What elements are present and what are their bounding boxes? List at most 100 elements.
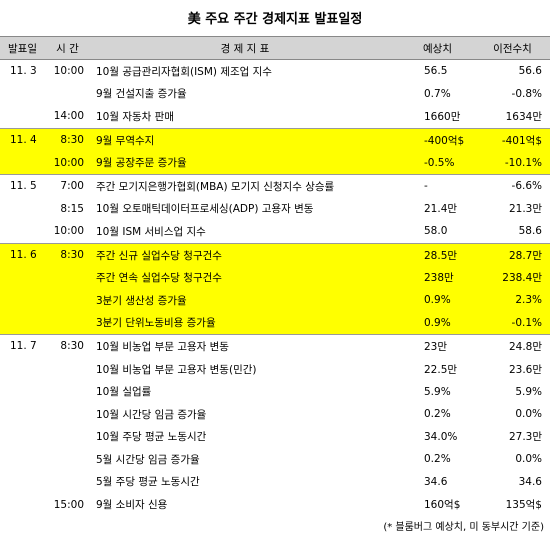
date-cell [0,312,45,335]
forecast-cell: 34.0% [424,430,458,443]
indicator-cell: 10월 자동차 판매 [96,110,174,123]
indicator-cell: 10월 비농업 부문 고용자 변동 [90,334,400,358]
indicator-cell: 10월 ISM 서비스업 지수 [96,225,206,238]
header-cell: 예상치 [400,36,475,60]
table-row: 8:15 10월 오토매틱데이터프로세싱(ADP) 고용자 변동 21.4만 21.3… [0,197,550,221]
forecast-cell: 0.2% [424,453,451,466]
previous-cell: -10.1% [504,156,542,169]
indicator-cell: 5월 시간당 임금 증가율 [96,453,200,466]
time-cell: 8:30 [45,242,90,267]
forecast-cell: - [400,173,475,198]
forecast-cell: 0.9% [424,316,451,329]
previous-cell: 34.6 [518,475,542,488]
previous-cell: -0.1% [511,316,542,329]
previous-cell: 23.6만 [508,363,542,376]
indicator-cell: 주간 연속 실업수당 청구건수 [96,272,222,285]
indicator-cell: 9월 공장주문 증가율 [96,157,187,170]
date-cell [0,426,45,449]
indicator-cell: 주간 모기지은행가협회(MBA) 모기지 신청지수 상승률 [90,173,400,198]
table-row: 11. 7 8:30 10월 비농업 부문 고용자 변동 23만 24.8만 [0,334,550,358]
previous-cell: 238.4만 [502,272,542,285]
date-cell: 11. 5 [0,173,45,198]
previous-cell: 1634만 [505,110,542,123]
date-cell [0,403,45,426]
indicator-cell: 10월 비농업 부문 고용자 변동(민간) [96,363,257,376]
previous-cell: -401억$ [475,127,550,152]
table-row: 주간 연속 실업수당 청구건수 238만 238.4만 [0,266,550,289]
date-cell [0,105,45,128]
time-cell [45,83,90,106]
date-cell [0,493,45,516]
previous-cell: 24.8만 [475,334,550,358]
table-row: 15:00 9월 소비자 신용 160억$ 135억$ [0,493,550,516]
indicator-cell: 10월 시간당 임금 증가율 [96,408,207,421]
forecast-cell: 21.4만 [424,203,458,216]
forecast-cell: 22.5만 [424,363,458,376]
indicator-cell: 9월 소비자 신용 [96,499,168,512]
table-row: 10월 주당 평균 노동시간 34.0% 27.3만 [0,425,550,449]
forecast-cell: 238만 [424,272,454,285]
indicator-cell: 3분기 생산성 증가율 [96,294,187,307]
forecast-cell: 5.9% [424,385,451,398]
header-cell: 이전수치 [475,36,550,60]
previous-cell: -6.6% [475,173,550,198]
forecast-cell: 0.7% [424,87,451,100]
forecast-cell: 0.2% [424,408,451,421]
time-cell [45,426,90,449]
date-cell: 11. 6 [0,242,45,267]
previous-cell: 28.7만 [475,242,550,267]
table-row: 10:00 10월 ISM 서비스업 지수 58.0 58.6 [0,220,550,244]
forecast-cell: 160억$ [424,499,461,512]
indicator-cell: 9월 무역수지 [90,127,400,152]
time-cell [45,448,90,471]
forecast-cell: 58.0 [424,225,448,238]
time-cell: 8:30 [45,334,90,358]
table-row: 14:00 10월 자동차 판매 1660만 1634만 [0,105,550,129]
time-cell: 10:00 [53,225,84,238]
table-row: 3분기 생산성 증가율 0.9% 2.3% [0,288,550,312]
time-cell: 8:15 [60,202,84,215]
previous-cell: 5.9% [515,385,542,398]
forecast-cell: 0.9% [424,294,451,307]
title: 美 주요 주간 경제지표 발표일정 [187,12,363,27]
date-cell: 11. 7 [0,334,45,358]
table-row: 10월 시간당 임금 증가율 0.2% 0.0% [0,402,550,426]
previous-cell: -0.8% [511,87,542,100]
table-row: 11. 5 7:00 주간 모기지은행가협회(MBA) 모기지 신청지수 상승률 - -… [0,173,550,198]
time-cell: 8:30 [45,127,90,152]
footnote: (* 블룸버그 예상치, 미 동부시간 기준) [383,522,544,533]
previous-cell: 56.6 [475,58,550,83]
date-cell: 11. 4 [0,127,45,152]
indicator-cell: 10월 공급관리자협회(ISM) 제조업 지수 [90,58,400,83]
date-cell [0,83,45,106]
time-cell [45,471,90,494]
date-cell [0,220,45,243]
previous-cell: 0.0% [515,453,542,466]
forecast-cell: -0.5% [424,156,455,169]
date-cell [0,151,45,174]
table-row: 5월 주당 평균 노동시간 34.6 34.6 [0,470,550,494]
time-cell [45,380,90,403]
previous-cell: 21.3만 [508,203,542,216]
time-cell: 7:00 [45,173,90,198]
table-row: 11. 6 8:30 주간 신규 실업수당 청구건수 28.5만 28.7만 [0,242,550,267]
forecast-cell: 34.6 [424,475,448,488]
indicator-cell: 10월 오토매틱데이터프로세싱(ADP) 고용자 변동 [96,203,314,216]
time-cell [45,403,90,426]
time-cell [45,289,90,312]
date-cell [0,289,45,312]
previous-cell: 0.0% [515,408,542,421]
date-cell: 11. 3 [0,58,45,83]
time-cell: 10:00 [53,156,84,169]
table-body: 11. 3 10:00 10월 공급관리자협회(ISM) 제조업 지수 56.5 56.… [0,58,550,516]
header-cell: 경 제 지 표 [90,36,400,60]
forecast-cell: 56.5 [400,58,475,83]
date-cell [0,448,45,471]
forecast-cell: -400억$ [400,127,475,152]
previous-cell: 58.6 [518,225,542,238]
table-row: 5월 시간당 임금 증가율 0.2% 0.0% [0,448,550,471]
time-cell: 14:00 [53,110,84,123]
